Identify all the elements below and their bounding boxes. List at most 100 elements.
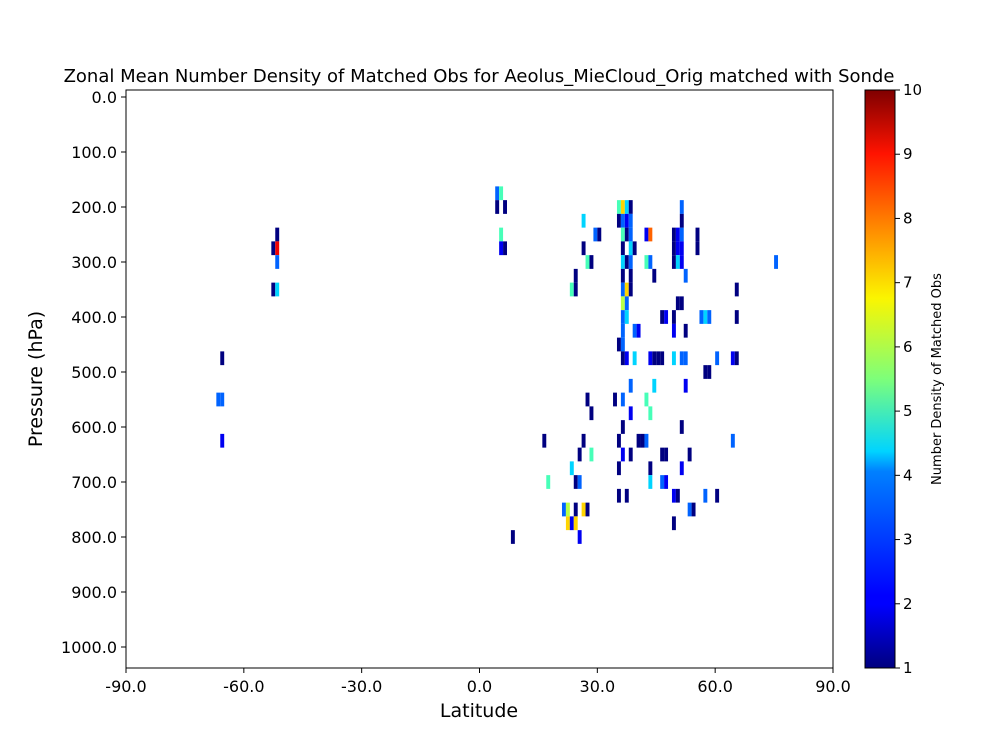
heatmap-cell [628, 255, 633, 269]
heatmap-cell [675, 241, 680, 256]
heatmap-cell [565, 516, 570, 531]
heatmap-cell [620, 227, 625, 242]
heatmap-cell [687, 447, 692, 462]
heatmap-cell [620, 420, 625, 434]
heatmap-cell [624, 351, 629, 366]
heatmap-cell [715, 351, 720, 366]
colorbar-tick-label: 8 [903, 209, 913, 227]
heatmap-cell [632, 323, 637, 338]
heatmap-cell [220, 392, 225, 407]
heatmap-cell [671, 255, 676, 269]
x-tick-label: 60.0 [697, 677, 733, 696]
heatmap-cell [671, 323, 676, 338]
heatmap-cell [644, 227, 649, 242]
heatmap-cell [561, 502, 566, 517]
heatmap-cell [628, 200, 633, 214]
heatmap-cell [671, 488, 676, 503]
heatmap-cell [620, 351, 625, 366]
heatmap-cell [628, 213, 633, 228]
heatmap-cell [573, 282, 578, 297]
y-tick-label: 800.0 [71, 528, 117, 547]
heatmap-cell [499, 241, 504, 256]
heatmap-cell [581, 213, 586, 228]
heatmap-cell [695, 227, 700, 242]
y-tick-label: 600.0 [71, 418, 117, 437]
heatmap-cell [675, 255, 680, 269]
heatmap-cell [620, 213, 625, 228]
heatmap-cell [640, 433, 645, 448]
colorbar-ticks: 1 2 3 4 5 6 7 8 9 10 [895, 81, 922, 677]
y-tick-label: 300.0 [71, 253, 117, 272]
heatmap-cell [271, 282, 276, 297]
heatmap-cell [581, 433, 586, 448]
heatmap-cell [671, 351, 676, 366]
heatmap-cell [620, 268, 625, 283]
heatmap-cell [581, 502, 586, 517]
heatmap-cell [648, 255, 653, 269]
heatmap-cell [734, 310, 739, 324]
heatmap-cell [510, 530, 515, 544]
heatmap-cell [628, 282, 633, 297]
colorbar-label: Number Density of Matched Obs [930, 273, 945, 485]
heatmap-cell [648, 461, 653, 476]
heatmap-cell [624, 282, 629, 297]
heatmap-cell [620, 323, 625, 338]
heatmap-cell [730, 433, 735, 448]
heatmap-cell [620, 337, 625, 352]
colorbar-tick-label: 10 [903, 81, 922, 99]
x-tick-label: 30.0 [580, 677, 616, 696]
colorbar-tick-label: 4 [903, 466, 913, 484]
heatmap-cell [660, 310, 665, 324]
heatmap-cell [275, 227, 280, 242]
heatmap-cell [569, 461, 574, 476]
heatmap-cell [624, 227, 629, 242]
heatmap-cell [652, 351, 657, 366]
heatmap-cell [636, 433, 641, 448]
x-tick-label: -30.0 [341, 677, 382, 696]
heatmap-cell [691, 502, 696, 517]
heatmap-cell [648, 351, 653, 366]
heatmap-cell [671, 227, 676, 242]
heatmap-cell [734, 351, 739, 366]
heatmap-cell [652, 268, 657, 283]
heatmap-cell [499, 227, 504, 242]
heatmap-cell [220, 351, 225, 366]
heatmap-cell [585, 255, 590, 269]
colorbar-tick-label: 6 [903, 338, 913, 356]
heatmap-cell [648, 475, 653, 489]
heatmap-cell [679, 213, 684, 228]
colorbar-tick-label: 5 [903, 402, 913, 420]
heatmap-cell [679, 200, 684, 214]
heatmap-cell [695, 241, 700, 256]
heatmap-cell [679, 241, 684, 256]
heatmap-cell [679, 255, 684, 269]
heatmap-cell [573, 268, 578, 283]
x-tick-label: -90.0 [105, 677, 146, 696]
y-tick-label: 900.0 [71, 583, 117, 602]
heatmap-cell [565, 502, 570, 517]
heatmap-cell [216, 392, 221, 407]
heatmap-cell [620, 241, 625, 256]
heatmap-cell [624, 255, 629, 269]
heatmap-cell [495, 186, 500, 201]
heatmap-cell [589, 255, 594, 269]
heatmap-cell [616, 461, 621, 476]
heatmap-cell [730, 351, 735, 366]
heatmap-cell [707, 310, 712, 324]
heatmap-cell [503, 241, 507, 256]
heatmap-cell [683, 323, 688, 338]
heatmap-cell [573, 516, 578, 531]
heatmap-cell [569, 282, 574, 297]
heatmap-cell [271, 241, 276, 256]
heatmap-cell [644, 433, 649, 448]
heatmap-cell [542, 433, 547, 448]
y-axis-label: Pressure (hPa) [25, 311, 47, 447]
heatmap-cell [660, 447, 665, 462]
heatmap-cell [585, 502, 590, 517]
colorbar-tick-label: 2 [903, 595, 913, 613]
heatmap-cell [679, 296, 684, 311]
heatmap-cell [620, 255, 625, 269]
heatmap-cell [624, 310, 629, 324]
y-tick-label: 200.0 [71, 198, 117, 217]
